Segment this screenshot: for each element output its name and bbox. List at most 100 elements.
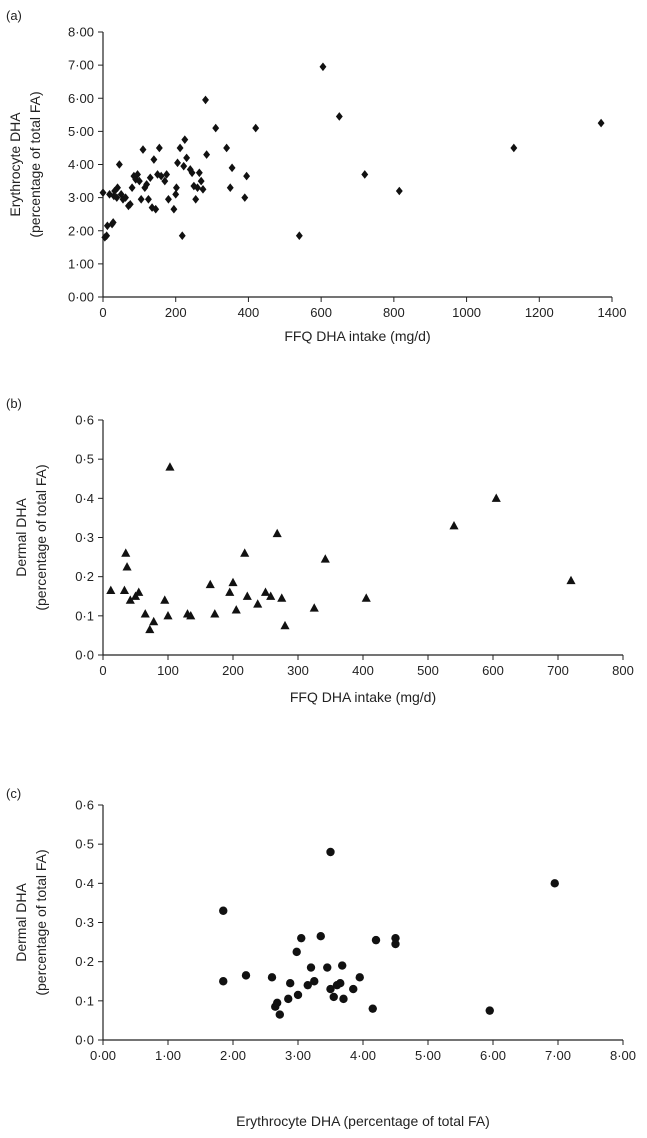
data-point	[103, 231, 111, 241]
x-tick-label: 3·00	[285, 1048, 311, 1063]
y-axis-label: Erythrocyte DHA	[7, 112, 23, 217]
data-point	[361, 170, 369, 179]
data-point	[137, 194, 145, 204]
y-tick-label: 0·3	[75, 530, 94, 545]
data-point	[188, 168, 196, 178]
y-tick-label: 2·00	[68, 223, 94, 238]
y-tick-label: 0·2	[75, 954, 94, 969]
data-point	[128, 183, 136, 192]
data-point	[335, 112, 343, 121]
data-point	[361, 593, 371, 602]
data-point	[186, 611, 196, 620]
data-point	[122, 562, 132, 571]
data-point	[149, 616, 159, 626]
data-point	[491, 493, 501, 502]
y-axis-label-unit: (percentage of total FA)	[33, 849, 49, 995]
y-tick-label: 4·00	[68, 157, 94, 172]
x-tick-label: 5·00	[415, 1048, 441, 1063]
data-point	[326, 984, 335, 994]
data-point	[134, 587, 144, 596]
data-point	[223, 143, 231, 153]
data-point	[197, 176, 205, 186]
data-point	[355, 973, 364, 982]
data-point	[109, 218, 117, 227]
y-tick-label: 6·00	[68, 91, 94, 106]
data-point	[295, 231, 303, 241]
x-tick-label: 400	[238, 305, 260, 320]
data-point	[140, 609, 150, 618]
x-tick-label: 600	[310, 305, 332, 320]
data-point	[183, 153, 191, 163]
panel-label: (a)	[6, 8, 22, 23]
data-point	[135, 176, 143, 186]
data-point	[306, 963, 316, 972]
data-point	[181, 135, 189, 144]
data-point	[449, 520, 459, 530]
data-point	[241, 971, 251, 980]
data-point	[192, 194, 200, 204]
data-point	[122, 193, 129, 202]
x-tick-label: 600	[482, 663, 504, 678]
x-tick-label: 500	[417, 663, 439, 678]
y-tick-label: 7·00	[68, 58, 94, 73]
x-tick-label: 0·00	[90, 1048, 116, 1063]
y-tick-label: 3·00	[68, 190, 94, 205]
data-point	[336, 979, 345, 988]
data-point	[199, 185, 207, 194]
data-point	[323, 963, 332, 972]
data-point	[338, 961, 347, 970]
data-point	[368, 1004, 377, 1013]
data-point	[210, 609, 220, 618]
data-point	[114, 183, 121, 192]
data-point	[106, 585, 116, 594]
data-point	[597, 118, 605, 128]
data-point	[228, 163, 236, 173]
data-point	[115, 160, 123, 169]
data-point	[241, 193, 249, 202]
data-point	[170, 204, 178, 214]
y-tick-label: 0·2	[75, 569, 94, 584]
data-point	[195, 168, 203, 178]
x-tick-label: 800	[383, 305, 405, 320]
data-point	[212, 123, 220, 133]
x-axis-label: Erythrocyte DHA (percentage of total FA)	[236, 1113, 490, 1129]
y-tick-label: 0·5	[75, 837, 94, 852]
y-tick-label: 0·5	[75, 452, 94, 467]
data-point	[292, 947, 301, 957]
panel-label: (c)	[6, 786, 21, 801]
data-point	[143, 180, 151, 189]
data-point	[226, 183, 234, 192]
data-point	[550, 879, 559, 888]
data-point	[395, 186, 403, 196]
y-tick-label: 0·0	[75, 1033, 94, 1048]
data-point	[243, 171, 251, 181]
data-point	[293, 990, 303, 1000]
data-point	[194, 183, 201, 192]
y-tick-label: 0·6	[75, 413, 94, 428]
data-point	[510, 143, 518, 153]
y-tick-label: 0·1	[75, 608, 94, 623]
data-point	[152, 204, 160, 214]
data-point	[485, 1006, 494, 1015]
chart-panel-1: (a) 0·00 1·00 2·00 3·00 4·00 5·00 6·00 7·00 8·00 0…	[6, 8, 626, 344]
data-point	[225, 587, 235, 596]
y-axis-label: Dermal DHA	[13, 883, 29, 962]
data-point	[163, 170, 171, 179]
y-axis-label: Dermal DHA	[13, 498, 29, 577]
data-point	[326, 847, 335, 857]
data-point	[253, 599, 263, 608]
x-tick-label: 800	[612, 663, 634, 678]
data-point	[113, 193, 121, 202]
x-tick-label: 7·00	[545, 1048, 571, 1063]
y-tick-label: 0·0	[75, 648, 94, 663]
panel-label: (b)	[6, 396, 22, 411]
data-point	[145, 194, 152, 204]
data-point	[161, 176, 169, 186]
data-point	[297, 933, 306, 943]
data-point	[178, 231, 186, 241]
data-point	[286, 979, 295, 988]
data-point	[202, 95, 209, 105]
data-point	[119, 585, 130, 594]
y-tick-label: 8·00	[68, 25, 94, 40]
data-point	[139, 145, 147, 154]
